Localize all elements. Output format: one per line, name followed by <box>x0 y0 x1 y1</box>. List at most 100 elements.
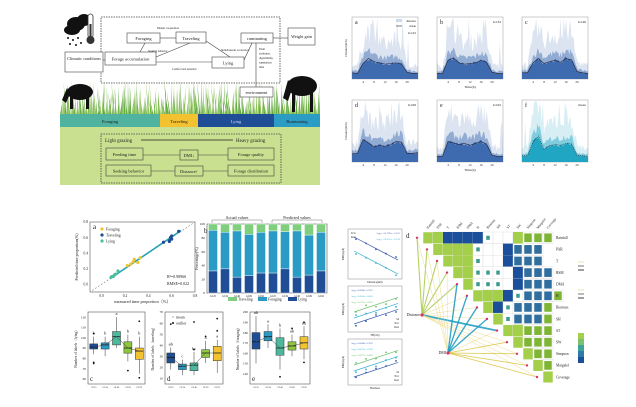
grass-blade <box>90 80 93 115</box>
mean-line <box>437 57 503 74</box>
x-tick-label: 8 <box>373 163 375 167</box>
significance-letter: ab <box>254 310 259 315</box>
box-GI.34 <box>263 331 273 342</box>
group-bracket <box>211 219 263 223</box>
x-tick-label: GI.34 <box>282 295 289 298</box>
grass-blade <box>121 85 124 115</box>
panel-letter: e <box>252 375 255 383</box>
corr-square <box>524 245 532 254</box>
mantel-node <box>420 313 424 317</box>
corr-square <box>534 349 542 359</box>
grass-blade <box>207 87 211 115</box>
corr-square <box>516 293 520 298</box>
x-tick-label: GI.69 <box>125 386 131 389</box>
grass-blade <box>160 98 164 115</box>
row-label: RSM <box>556 271 564 275</box>
corr-square <box>524 233 532 243</box>
y-axis-label: Number of labels（traveling） <box>150 326 155 371</box>
panel-group-label: GI.69 <box>408 103 416 107</box>
significance-letter: a <box>216 334 218 339</box>
x-tick-label: 4 <box>447 163 449 167</box>
significance-letter: a <box>116 311 118 316</box>
mantel-link <box>447 352 538 378</box>
node-weight-gain: Weight gain <box>287 27 316 46</box>
corr-cell-diagonal <box>542 370 554 384</box>
corr-square <box>554 291 562 301</box>
grass-blade <box>119 98 123 115</box>
mantel-link <box>447 284 458 354</box>
median-trend-line <box>255 336 305 349</box>
grass-blade <box>307 85 310 115</box>
y-tick-label: 180 <box>243 331 248 335</box>
column-label: Biomass <box>486 218 497 230</box>
y-axis-label: DMI(kg/d) <box>342 356 345 368</box>
mantel-link <box>421 283 458 316</box>
bar-foraging <box>208 230 218 272</box>
significance-letter: c <box>181 354 183 359</box>
grass-blade <box>143 96 145 115</box>
y-axis-label: DMI(kg/d) <box>342 303 345 315</box>
corr-square <box>544 361 552 370</box>
corr-cell <box>502 231 514 244</box>
legend-label: Sd <box>396 318 399 321</box>
legend-label: Sd <box>396 371 399 374</box>
x-tick-label: 8 <box>458 80 460 84</box>
legend-mean: mean <box>410 24 417 28</box>
regression-equation: Avg y=0.0710x+0.0451 <box>351 301 374 304</box>
regression-equation: Avg y=0.0604x+0.2957 <box>351 289 374 292</box>
plot-frame <box>347 338 403 386</box>
mantel-link <box>421 314 508 343</box>
corr-cell <box>492 254 504 267</box>
mantel-link <box>421 260 438 316</box>
grass-blade <box>102 100 106 115</box>
y-tick-label: 100 <box>81 336 86 340</box>
x-tick-label: 16 <box>564 80 568 84</box>
grass-blade <box>210 81 215 115</box>
panel-letter: e <box>440 103 443 109</box>
y-tick-label: 150 <box>243 362 248 366</box>
outlier-point <box>303 321 305 324</box>
y-tick-label: 0 <box>203 291 205 295</box>
thermometer-icon <box>86 13 95 44</box>
regression-equation: Avg y=0.0071x+0.0982 <box>351 354 374 357</box>
corr-square <box>443 232 453 244</box>
grass-blade <box>92 95 94 115</box>
x-tick-label: 12 <box>553 80 557 84</box>
x-tick-label: GI.46 <box>191 386 197 389</box>
grass-blade <box>280 97 285 115</box>
colorbar-segment <box>578 333 584 339</box>
median-trend-line <box>170 352 218 367</box>
corr-square <box>476 247 480 252</box>
grass-band <box>60 79 320 115</box>
forage-distribution-label: Forage distribution <box>234 169 269 174</box>
data-point <box>395 256 397 258</box>
regression-panel: Avg y=0.0008x+0.7853 Avg y=0.0079x+0.1983… <box>342 338 403 390</box>
legend-swatch <box>228 297 237 301</box>
corr-square <box>534 279 542 289</box>
y-tick-label: 140 <box>243 372 248 376</box>
outlier-point <box>92 361 95 364</box>
x-tick-label: 12 <box>468 163 472 167</box>
y-tick-label: 100 <box>200 222 206 226</box>
grass-blade <box>190 91 193 115</box>
grass-blade <box>135 91 140 115</box>
data-point <box>355 310 357 313</box>
y-axis-label: Number of labels（lying） <box>73 328 78 368</box>
x-axis-label: Distance(km) <box>367 281 382 284</box>
data-point <box>385 306 387 309</box>
mantel-endpoint <box>495 329 499 332</box>
fit-line <box>353 297 399 313</box>
corr-square <box>453 243 463 256</box>
x-axis-label: Time(h) <box>464 85 476 89</box>
lying-label: Lying <box>223 61 234 66</box>
panel-letter: a <box>93 223 97 231</box>
x-tick-label: 20 <box>405 80 409 84</box>
plot-frame <box>347 228 403 280</box>
y-tick-label: 60 <box>160 321 164 325</box>
corr-square <box>544 268 552 277</box>
y-tick-label: 200 <box>243 310 248 314</box>
foraging-label: Foraging <box>135 36 152 41</box>
grass-blade <box>266 83 268 115</box>
corr-square <box>524 291 532 301</box>
column-label: ST <box>506 223 512 229</box>
